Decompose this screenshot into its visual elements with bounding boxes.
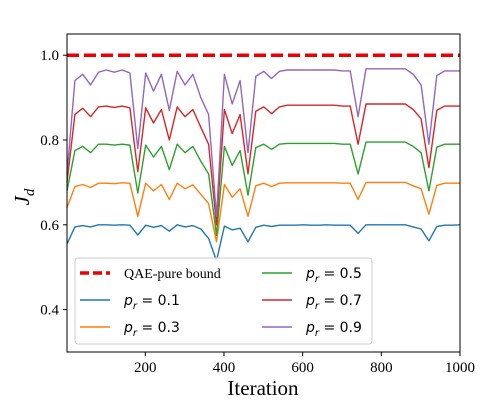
legend-label-series-3: pr = 0.7 (305, 293, 362, 312)
x-tick-label: 200 (134, 360, 157, 376)
legend-subscript: r (315, 274, 320, 285)
x-tick-label: 1000 (445, 360, 475, 376)
y-tick-label: 0.4 (40, 303, 59, 319)
legend-subscript: r (315, 301, 320, 312)
legend-symbol: p (123, 320, 133, 336)
x-tick-label: 600 (291, 360, 314, 376)
plot-area (66, 53, 461, 262)
series-line-4 (66, 68, 460, 218)
x-tick-label: 400 (213, 360, 236, 376)
axis-ticks: 200 400 600 800 1000 0.4 0.6 0.8 1.0 (40, 48, 475, 376)
legend-value: = 0.1 (137, 293, 180, 309)
series-line-3 (66, 103, 460, 226)
legend-symbol: p (305, 293, 315, 309)
legend-value: = 0.3 (137, 320, 180, 336)
legend-label-series-4: pr = 0.9 (305, 320, 362, 339)
legend-symbol: p (305, 320, 315, 336)
y-axis-label-sub: d (22, 188, 38, 196)
legend-symbol: p (305, 266, 315, 282)
legend-label-series-0: pr = 0.1 (123, 293, 180, 312)
legend-value: = 0.9 (319, 320, 362, 336)
legend-box (74, 257, 373, 345)
legend-symbol: p (123, 293, 133, 309)
plot-frame (66, 33, 461, 353)
series-line-0 (66, 224, 461, 262)
legend-label-series-2: pr = 0.5 (305, 266, 362, 285)
x-axis-label: Iteration (227, 376, 299, 400)
x-tick-label: 800 (370, 360, 393, 376)
y-axis-label-main: J (10, 194, 34, 205)
y-tick-label: 0.6 (40, 218, 59, 234)
series-line-1 (66, 181, 460, 243)
legend-subscript: r (133, 301, 138, 312)
legend-subscript: r (133, 328, 138, 339)
series-line-2 (66, 141, 460, 237)
y-tick-label: 0.8 (40, 133, 59, 149)
y-tick-label: 1.0 (40, 48, 59, 64)
legend-value: = 0.7 (319, 293, 362, 309)
y-axis-label: Jd (10, 188, 38, 205)
legend-subscript: r (315, 328, 320, 339)
legend-label-series-1: pr = 0.3 (123, 320, 180, 339)
legend-value: = 0.5 (319, 266, 362, 282)
legend-label-bound: QAE-pure bound (124, 267, 221, 282)
